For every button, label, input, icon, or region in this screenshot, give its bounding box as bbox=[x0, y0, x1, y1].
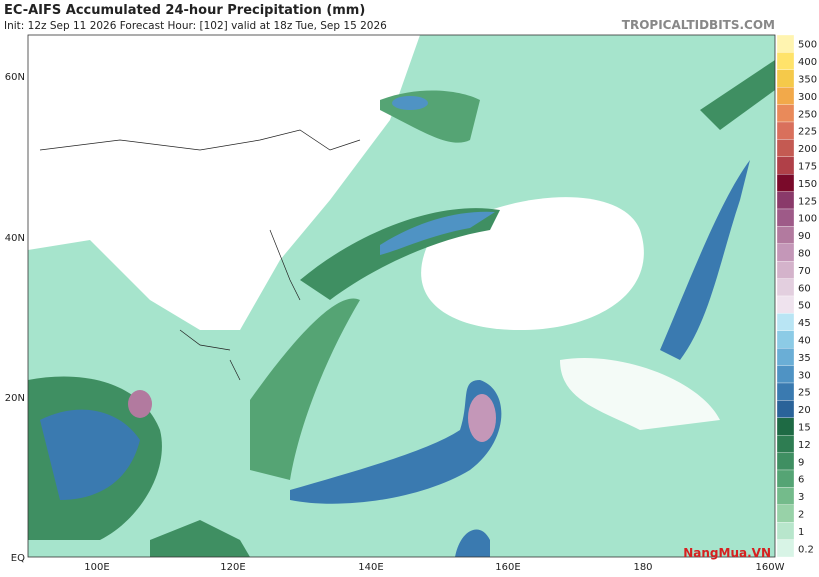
colorbar-label: 3 bbox=[798, 492, 804, 503]
colorbar-swatch bbox=[776, 539, 795, 558]
colorbar-swatch bbox=[776, 452, 795, 471]
colorbar-swatch bbox=[776, 226, 795, 244]
colorbar-swatch bbox=[776, 34, 795, 53]
colorbar-label: 50 bbox=[798, 301, 811, 312]
colorbar-swatch bbox=[776, 208, 795, 227]
colorbar-swatch bbox=[776, 330, 795, 349]
colorbar-swatch bbox=[776, 504, 795, 523]
colorbar: 5004003503002502252001751501251009080706… bbox=[776, 34, 817, 558]
lon-label: 140E bbox=[358, 562, 383, 573]
colorbar-label: 25 bbox=[798, 388, 811, 399]
colorbar-swatch bbox=[776, 139, 795, 157]
colorbar-label: 300 bbox=[798, 92, 817, 103]
colorbar-label: 15 bbox=[798, 423, 811, 434]
colorbar-swatch bbox=[776, 365, 795, 384]
colorbar-swatch bbox=[776, 435, 795, 453]
colorbar-swatch bbox=[776, 191, 795, 210]
lon-label: 100E bbox=[84, 562, 109, 573]
colorbar-label: 45 bbox=[798, 318, 811, 329]
colorbar-swatch bbox=[776, 313, 795, 331]
colorbar-swatch bbox=[776, 243, 795, 262]
colorbar-label: 500 bbox=[798, 40, 817, 51]
lon-labels: 100E 120E 140E 160E 180 160W bbox=[84, 562, 784, 573]
colorbar-swatch bbox=[776, 174, 795, 192]
colorbar-label: 2 bbox=[798, 510, 804, 521]
colorbar-label: 20 bbox=[798, 405, 811, 416]
colorbar-label: 150 bbox=[798, 179, 817, 190]
colorbar-swatch bbox=[776, 522, 795, 540]
colorbar-swatch bbox=[776, 295, 795, 314]
colorbar-label: 250 bbox=[798, 109, 817, 120]
colorbar-label: 350 bbox=[798, 75, 817, 86]
colorbar-swatch bbox=[776, 156, 795, 175]
title: EC-AIFS Accumulated 24-hour Precipitatio… bbox=[4, 3, 365, 18]
colorbar-label: 125 bbox=[798, 196, 817, 207]
colorbar-label: 12 bbox=[798, 440, 811, 451]
colorbar-label: 60 bbox=[798, 283, 811, 294]
colorbar-label: 175 bbox=[798, 162, 817, 173]
colorbar-label: 400 bbox=[798, 57, 817, 68]
colorbar-swatch bbox=[776, 382, 795, 401]
colorbar-label: 40 bbox=[798, 336, 811, 347]
colorbar-label: 90 bbox=[798, 231, 811, 242]
lat-labels: 60N 40N 20N EQ bbox=[5, 72, 25, 564]
colorbar-swatch bbox=[776, 104, 795, 123]
colorbar-swatch bbox=[776, 417, 795, 436]
colorbar-label: 80 bbox=[798, 249, 811, 260]
subtitle: Init: 12z Sep 11 2026 Forecast Hour: [10… bbox=[4, 20, 387, 32]
lon-label: 120E bbox=[220, 562, 245, 573]
colorbar-label: 70 bbox=[798, 266, 811, 277]
lat-label: 60N bbox=[5, 72, 25, 83]
colorbar-swatch bbox=[776, 52, 795, 70]
colorbar-label: 6 bbox=[798, 475, 804, 486]
colorbar-label: 1 bbox=[798, 527, 804, 538]
lat-label: EQ bbox=[11, 553, 25, 564]
colorbar-swatch bbox=[776, 121, 795, 140]
colorbar-label: 0.2 bbox=[798, 544, 814, 555]
colorbar-swatch bbox=[776, 87, 795, 105]
colorbar-swatch bbox=[776, 400, 795, 418]
colorbar-label: 35 bbox=[798, 353, 811, 364]
colorbar-label: 225 bbox=[798, 127, 817, 138]
map bbox=[27, 34, 776, 558]
colorbar-swatch bbox=[776, 348, 795, 366]
colorbar-swatch bbox=[776, 278, 795, 297]
colorbar-swatch bbox=[776, 469, 795, 488]
colorbar-label: 9 bbox=[798, 457, 804, 468]
lon-label: 180 bbox=[633, 562, 652, 573]
colorbar-label: 30 bbox=[798, 370, 811, 381]
colorbar-swatch bbox=[776, 261, 795, 279]
lon-label: 160W bbox=[756, 562, 785, 573]
colorbar-swatch bbox=[776, 69, 795, 88]
watermark: NangMua.VN bbox=[683, 546, 771, 560]
source: TROPICALTIDBITS.COM bbox=[622, 18, 775, 32]
lat-label: 20N bbox=[5, 393, 25, 404]
colorbar-label: 100 bbox=[798, 214, 817, 225]
colorbar-swatch bbox=[776, 487, 795, 505]
lon-label: 160E bbox=[495, 562, 520, 573]
lat-label: 40N bbox=[5, 233, 25, 244]
colorbar-label: 200 bbox=[798, 144, 817, 155]
